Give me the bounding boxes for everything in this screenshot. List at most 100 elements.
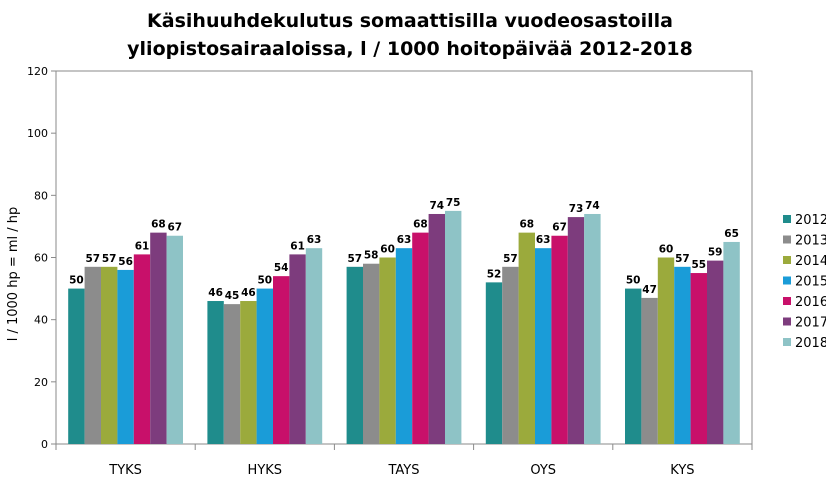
bar-tays-2018 — [445, 210, 462, 444]
data-label: 50 — [69, 275, 84, 287]
data-label: 54 — [274, 262, 289, 274]
data-label: 63 — [536, 234, 551, 246]
legend-swatch-2013 — [783, 235, 791, 244]
legend-swatch-2014 — [783, 256, 791, 264]
legend-label: 2013 — [795, 234, 826, 249]
legend-label: 2018 — [795, 336, 826, 351]
legend-swatch-2018 — [783, 338, 791, 346]
data-label: 50 — [626, 275, 641, 287]
bar-tays-2012 — [346, 266, 363, 444]
legend-swatch-2016 — [783, 297, 791, 305]
bar-tyks-2015 — [117, 269, 134, 444]
legend: 2012 2013 2014 2015 2016 2017 2018 — [783, 213, 826, 351]
y-tick-label: 40 — [34, 314, 48, 327]
data-label: 73 — [569, 203, 584, 215]
bar-hyks-2012 — [207, 301, 224, 444]
x-category-label: HYKS — [248, 463, 283, 478]
bar-tyks-2014 — [101, 266, 118, 444]
bar-tays-2016 — [412, 232, 429, 444]
bar-kys-2017 — [707, 260, 724, 444]
x-category-label: KYS — [670, 463, 694, 478]
bar-hyks-2017 — [289, 254, 306, 444]
y-tick-label: 20 — [34, 376, 48, 389]
bar-kys-2015 — [674, 266, 691, 444]
chart-title-line-2: yliopistosairaaloissa, l / 1000 hoitopäi… — [127, 38, 693, 60]
data-label: 60 — [659, 244, 674, 256]
x-category-label: TYKS — [108, 463, 142, 478]
chart-title-line-1: Käsihuuhdekulutus somaattisilla vuodeosa… — [147, 10, 673, 32]
data-label: 46 — [208, 287, 223, 299]
legend-label: 2014 — [795, 254, 826, 269]
data-label: 68 — [151, 219, 166, 231]
bar-hyks-2018 — [305, 248, 323, 444]
data-label: 75 — [446, 197, 461, 209]
data-label: 68 — [519, 219, 534, 231]
y-tick-label: 100 — [27, 127, 48, 140]
data-label: 65 — [724, 228, 739, 240]
data-label: 46 — [241, 287, 256, 299]
x-category-label: OYS — [530, 463, 556, 478]
bar-tyks-2012 — [68, 288, 85, 444]
legend-swatch-2017 — [783, 317, 791, 326]
data-label: 60 — [380, 244, 395, 256]
bar-tyks-2013 — [84, 266, 101, 444]
bar-kys-2016 — [690, 273, 707, 444]
x-category-label: TAYS — [387, 463, 419, 478]
data-label: 59 — [708, 247, 723, 259]
bar-oys-2017 — [567, 217, 585, 444]
data-label: 58 — [364, 250, 379, 262]
bar-oys-2014 — [518, 232, 535, 444]
bar-kys-2012 — [625, 288, 642, 444]
data-label: 63 — [307, 234, 322, 246]
bar-tays-2017 — [428, 213, 445, 444]
y-axis-title: l / 1000 hp = ml / hp — [6, 207, 21, 342]
data-label: 57 — [503, 253, 518, 265]
bar-kys-2018 — [723, 241, 740, 444]
data-label: 55 — [691, 259, 706, 271]
legend-label: 2016 — [795, 295, 826, 310]
bar-tyks-2017 — [150, 232, 167, 444]
data-label: 47 — [642, 284, 657, 296]
data-label: 57 — [675, 253, 690, 265]
legend-label: 2012 — [795, 213, 826, 228]
data-label: 67 — [167, 222, 182, 234]
bar-tays-2015 — [395, 248, 413, 444]
y-tick-label: 80 — [34, 189, 48, 202]
bar-oys-2015 — [535, 248, 552, 444]
data-label: 56 — [118, 256, 133, 268]
bar-hyks-2013 — [223, 304, 241, 444]
legend-swatch-2012 — [783, 215, 791, 223]
bar-oys-2016 — [551, 235, 568, 444]
bar-oys-2012 — [485, 282, 503, 444]
y-tick-label: 0 — [41, 438, 48, 451]
bar-hyks-2016 — [273, 276, 290, 444]
bar-tays-2014 — [379, 257, 396, 444]
data-label: 68 — [413, 219, 428, 231]
data-label: 50 — [257, 275, 272, 287]
bar-hyks-2015 — [256, 288, 273, 444]
data-label: 74 — [429, 200, 444, 212]
data-label: 57 — [102, 253, 117, 265]
bar-oys-2013 — [502, 266, 519, 444]
y-tick-label: 60 — [34, 252, 48, 265]
data-label: 57 — [85, 253, 100, 265]
data-label: 45 — [225, 290, 240, 302]
data-label: 57 — [347, 253, 362, 265]
y-tick-label: 120 — [27, 65, 48, 78]
data-label: 52 — [487, 268, 502, 280]
bar-tays-2013 — [363, 263, 380, 444]
bar-kys-2013 — [641, 297, 658, 444]
bar-tyks-2018 — [166, 235, 183, 444]
legend-label: 2015 — [795, 275, 826, 290]
data-label: 74 — [585, 200, 600, 212]
legend-label: 2017 — [795, 316, 826, 331]
data-label: 63 — [397, 234, 412, 246]
bar-oys-2018 — [584, 213, 601, 444]
legend-swatch-2015 — [783, 276, 791, 285]
bar-kys-2014 — [657, 257, 675, 444]
bar-tyks-2016 — [133, 254, 151, 444]
data-label: 67 — [552, 222, 567, 234]
bar-hyks-2014 — [240, 301, 257, 444]
data-label: 61 — [135, 240, 150, 252]
